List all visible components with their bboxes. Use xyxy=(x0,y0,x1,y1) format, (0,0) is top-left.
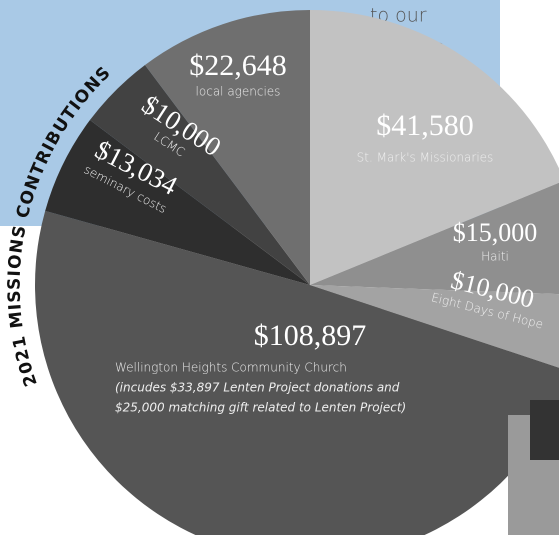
category-label: St. Mark's Missionaries xyxy=(357,151,494,165)
note: (incudes $33,897 Lenten Project donation… xyxy=(115,381,400,395)
slice-label: $108,897 Wellington Heights Community Chu… xyxy=(115,319,366,375)
pie-slice xyxy=(45,120,311,286)
value-label: $15,000 xyxy=(453,218,538,247)
pie-slice xyxy=(89,64,311,285)
value-label: $22,648 xyxy=(189,49,287,82)
slice-label: $41,580 St. Mark's Missionaries xyxy=(357,109,494,165)
pie-slice xyxy=(145,10,310,285)
value-label: $41,580 xyxy=(376,109,474,142)
category-label: Haiti xyxy=(481,250,509,264)
slice-label: $15,000 Haiti xyxy=(453,218,538,264)
pie-slice xyxy=(35,210,559,535)
value-label: $108,897 xyxy=(254,319,367,352)
photo-shadow xyxy=(530,400,559,460)
pie-slice xyxy=(310,182,559,295)
category-label: local agencies xyxy=(196,85,281,99)
category-label: Wellington Heights Community Church xyxy=(115,361,347,375)
pie-slice xyxy=(310,285,559,368)
pie-slice xyxy=(310,10,559,285)
slice-label: $22,648 local agencies xyxy=(189,49,287,99)
note: $25,000 matching gift related to Lenten … xyxy=(115,401,406,415)
